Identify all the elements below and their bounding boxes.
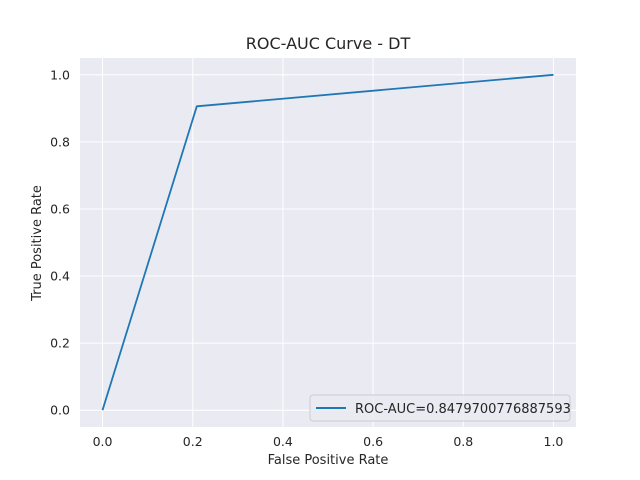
x-tick-labels: 0.0 0.2 0.4 0.6 0.8 1.0 [93,434,564,449]
y-axis-label: True Positive Rate [30,185,45,302]
roc-curve-line [101,73,554,411]
y-tick-label: 0.0 [50,403,70,418]
plot-background [80,58,576,427]
x-tick-label: 0.0 [93,434,113,449]
x-tick-label: 1.0 [544,434,564,449]
legend-box [309,394,571,422]
x-tick-label: 0.8 [453,434,473,449]
x-tick-label: 0.4 [273,434,293,449]
y-tick-label: 0.8 [50,134,70,149]
chart-title: ROC-AUC Curve - DT [246,34,411,53]
x-axis-label: False Positive Rate [268,453,389,468]
y-tick-label: 1.0 [50,67,70,82]
y-tick-label: 0.2 [50,336,70,351]
series-layer [101,73,554,411]
x-tick-label: 0.6 [363,434,383,449]
y-tick-labels: 0.0 0.2 0.4 0.6 0.8 1.0 [50,67,70,417]
legend-entry-label: ROC-AUC=0.8479700776887593 [355,402,571,417]
legend: ROC-AUC=0.8479700776887593 [309,394,571,422]
y-tick-label: 0.6 [50,201,70,216]
y-tick-label: 0.4 [50,269,70,284]
x-tick-label: 0.2 [183,434,203,449]
